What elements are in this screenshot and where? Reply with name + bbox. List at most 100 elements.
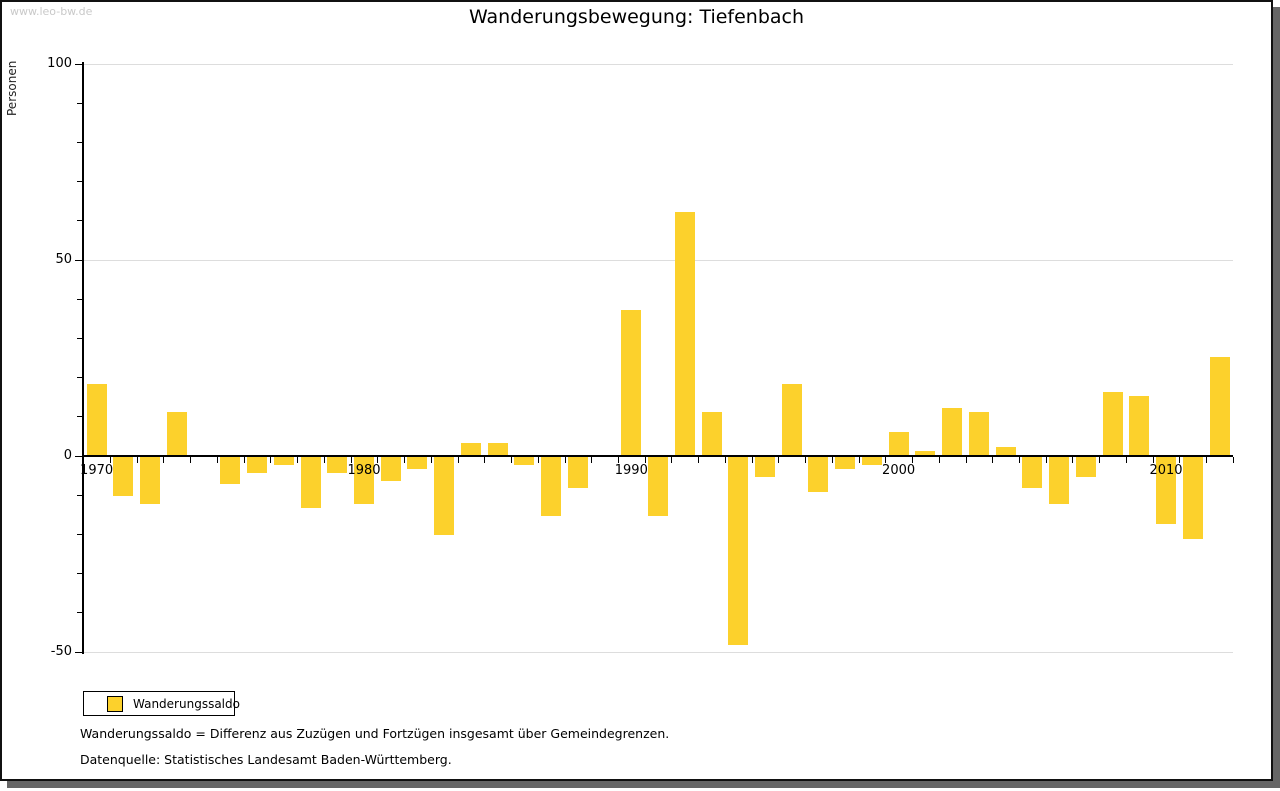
x-tick <box>885 457 887 463</box>
y-tick-label: -50 <box>50 644 72 659</box>
bar-2004 <box>995 447 1016 455</box>
bar-1992 <box>674 212 695 455</box>
y-tick-minor <box>77 220 82 222</box>
x-tick <box>1125 457 1127 463</box>
y-tick-minor <box>77 416 82 418</box>
bar-1973 <box>166 411 187 455</box>
bar-1976 <box>247 457 267 473</box>
x-tick <box>377 457 379 463</box>
chart-title: Wanderungsbewegung: Tiefenbach <box>468 6 805 28</box>
x-tick <box>190 457 192 463</box>
y-tick-major <box>75 259 82 261</box>
x-tick <box>751 457 753 463</box>
x-tick <box>1206 457 1208 463</box>
footnote-definition: Wanderungssaldo = Differenz aus Zuzügen … <box>80 726 670 741</box>
x-tick-label: 2010 <box>1149 463 1183 478</box>
y-tick-label: 100 <box>47 56 72 71</box>
x-tick <box>617 457 619 463</box>
bar-1991 <box>648 457 668 516</box>
x-tick <box>1232 457 1234 463</box>
legend-swatch <box>107 695 123 712</box>
bar-1994 <box>728 457 749 646</box>
y-tick-label: 50 <box>55 252 72 267</box>
x-tick <box>243 457 245 463</box>
bar-1987 <box>541 457 562 516</box>
bar-1984 <box>460 443 481 455</box>
x-tick <box>484 457 486 463</box>
bar-1990 <box>621 310 642 455</box>
x-tick-label: 1980 <box>347 463 381 478</box>
bar-2009 <box>1129 396 1150 455</box>
x-tick <box>511 457 512 463</box>
x-tick <box>965 457 967 463</box>
bar-2006 <box>1049 457 1070 504</box>
bar-2007 <box>1075 457 1096 477</box>
x-tick <box>110 457 111 463</box>
bar-1971 <box>113 457 134 497</box>
bar-1970 <box>86 384 107 455</box>
bar-1988 <box>567 457 588 489</box>
legend-label: Wanderungssaldo <box>133 696 240 711</box>
x-tick <box>350 457 352 463</box>
x-tick <box>297 457 299 463</box>
x-tick <box>591 457 593 463</box>
y-tick-minor <box>77 494 82 496</box>
x-tick-label: 1970 <box>80 463 114 478</box>
bar-1997 <box>808 457 829 493</box>
x-tick <box>1152 457 1154 463</box>
x-tick <box>270 457 272 463</box>
bar-2000 <box>888 431 909 455</box>
x-tick <box>1045 457 1047 463</box>
bar-2001 <box>915 451 936 455</box>
x-axis-line <box>82 455 1233 457</box>
bar-1972 <box>140 457 161 504</box>
x-tick <box>404 457 406 463</box>
x-tick <box>537 457 539 463</box>
bar-1978 <box>300 457 321 508</box>
y-tick-minor <box>77 533 82 535</box>
x-tick <box>724 457 726 463</box>
bar-1999 <box>861 457 882 465</box>
y-tick-minor <box>77 573 82 575</box>
x-tick <box>430 457 432 463</box>
bar-2002 <box>942 408 963 455</box>
bar-2008 <box>1102 392 1123 455</box>
bar-2012 <box>1209 357 1230 455</box>
bar-1995 <box>755 457 775 477</box>
y-tick-minor <box>77 141 82 143</box>
x-tick <box>698 457 700 463</box>
bar-1982 <box>407 457 428 469</box>
bar-1983 <box>434 457 455 536</box>
y-tick-minor <box>77 337 82 339</box>
bar-2003 <box>968 411 989 455</box>
bar-1977 <box>273 457 294 465</box>
x-tick-label: 2000 <box>882 463 916 478</box>
plot-area: -50 0 50 100 1970 1980 1990 2000 2010 <box>2 2 1271 779</box>
gridline--50 <box>82 651 1233 653</box>
x-tick <box>323 457 325 463</box>
x-tick <box>1019 457 1020 463</box>
x-tick <box>644 457 646 463</box>
x-tick <box>778 457 780 463</box>
bar-1993 <box>701 411 722 455</box>
bar-2010 <box>1156 457 1176 524</box>
x-tick <box>805 457 807 463</box>
x-tick <box>1179 457 1181 463</box>
x-tick <box>938 457 940 463</box>
y-tick-minor <box>77 102 82 104</box>
x-tick <box>831 457 833 463</box>
x-tick <box>1099 457 1101 463</box>
bar-1996 <box>781 384 802 455</box>
bar-2011 <box>1182 457 1203 540</box>
y-tick-label: 0 <box>63 448 72 463</box>
bar-1981 <box>380 457 401 481</box>
y-tick-major <box>75 63 82 65</box>
x-tick <box>992 457 994 463</box>
x-tick <box>858 457 860 463</box>
x-tick <box>457 457 459 463</box>
x-tick <box>912 457 913 463</box>
bar-1998 <box>835 457 856 469</box>
bar-1986 <box>514 457 535 465</box>
footnote-source: Datenquelle: Statistisches Landesamt Bad… <box>80 752 452 767</box>
